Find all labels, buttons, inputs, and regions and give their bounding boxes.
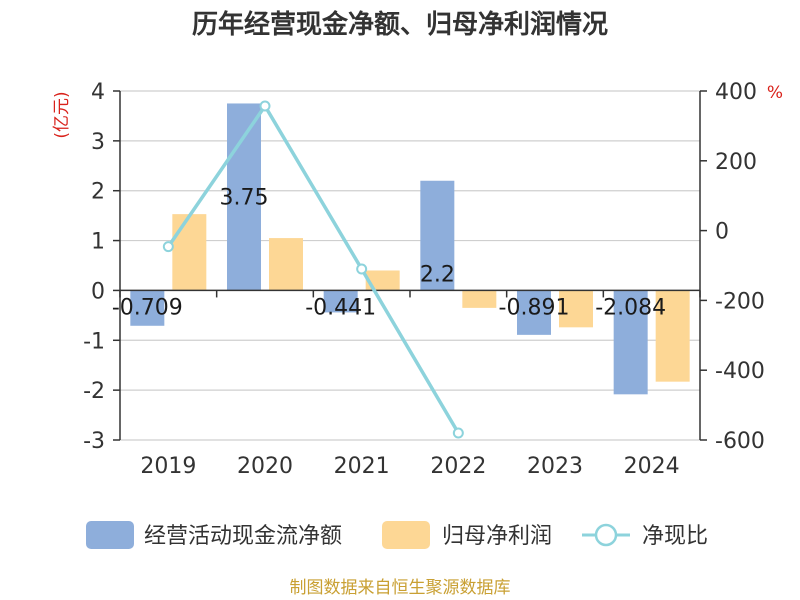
right-tick-label: -200 [715,289,765,314]
cash-flow-bar-2022 [420,180,455,291]
left-tick-label: 3 [91,130,105,155]
net-profit-bar-2024 [655,290,690,382]
x-tick-label-2023: 2023 [527,454,583,479]
ratio-point-2021 [356,263,368,275]
left-tick-label: 2 [91,180,105,205]
x-tick-label-2021: 2021 [334,454,390,479]
right-tick-label: -600 [715,429,765,454]
legend-swatch-0 [86,521,134,549]
left-axis-unit: (亿元) [52,91,72,138]
ratio-point-2019 [162,241,174,253]
legend-swatch-marker [594,523,618,547]
bars [130,103,690,395]
x-tick-label-2019: 2019 [140,454,196,479]
cash-flow-label-2019: -0.709 [112,295,183,320]
legend-swatch-1 [382,521,430,549]
net-profit-bar-2023 [559,290,593,328]
right-axis-unit: % [767,83,783,103]
left-tick-label: -3 [83,429,105,454]
gridlines [120,90,700,441]
ratio-line [162,100,464,439]
net-profit-bar-2020 [269,238,303,291]
x-tick-label-2024: 2024 [624,454,680,479]
cash-flow-bar-2024 [613,290,648,395]
source-note: 制图数据来自恒生聚源数据库 [290,578,511,598]
cash-flow-label-2023: -0.891 [499,295,570,320]
ratio-point-2020 [259,100,271,112]
legend: 经营活动现金流净额 归母净利润 净现比 [86,521,708,549]
left-tick-label: 4 [91,80,105,105]
net-profit-bar-2022 [462,290,497,308]
left-tick-label: -2 [83,379,105,404]
net-profit-bar-2019 [172,214,207,291]
left-tick-label: 1 [91,230,105,255]
cash-flow-label-2022: 2.2 [420,263,455,288]
cash-flow-label-2020: 3.75 [220,185,269,210]
right-tick-label: -400 [715,359,765,384]
ratio-point-2022 [452,427,464,439]
cash-flow-bar-2023 [517,290,551,335]
chart-title: 历年经营现金净额、归母净利润情况 [192,9,608,40]
cash-flow-label-2021: -0.441 [305,295,376,320]
legend-label-1: 归母净利润 [442,524,552,549]
ratio-line-path [166,102,460,434]
right-tick-label: 400 [715,80,757,105]
cash-flow-label-2024: -2.084 [595,295,666,320]
left-tick-label: 0 [91,279,105,304]
cash-flow-bar-2019 [130,290,165,326]
x-tick-label-2022: 2022 [430,454,486,479]
net-profit-bar-2021 [365,270,400,291]
legend-label-0: 经营活动现金流净额 [144,524,342,549]
tick-labels: 4 3 2 1 0 -1 -2 -3 400 200 0 -200 -400 -600 2019 2020 20… [83,80,765,479]
x-tick-label-2020: 2020 [237,454,293,479]
right-tick-label: 0 [715,220,729,245]
axes [113,90,707,441]
right-tick-label: 200 [715,150,757,175]
left-tick-label: -1 [83,329,105,354]
legend-label-2: 净现比 [642,524,708,549]
cash-flow-bar-2021 [323,290,358,313]
bar-labels: -0.709 3.75 -0.441 2.2 -0.891 -2.084 [112,185,666,320]
